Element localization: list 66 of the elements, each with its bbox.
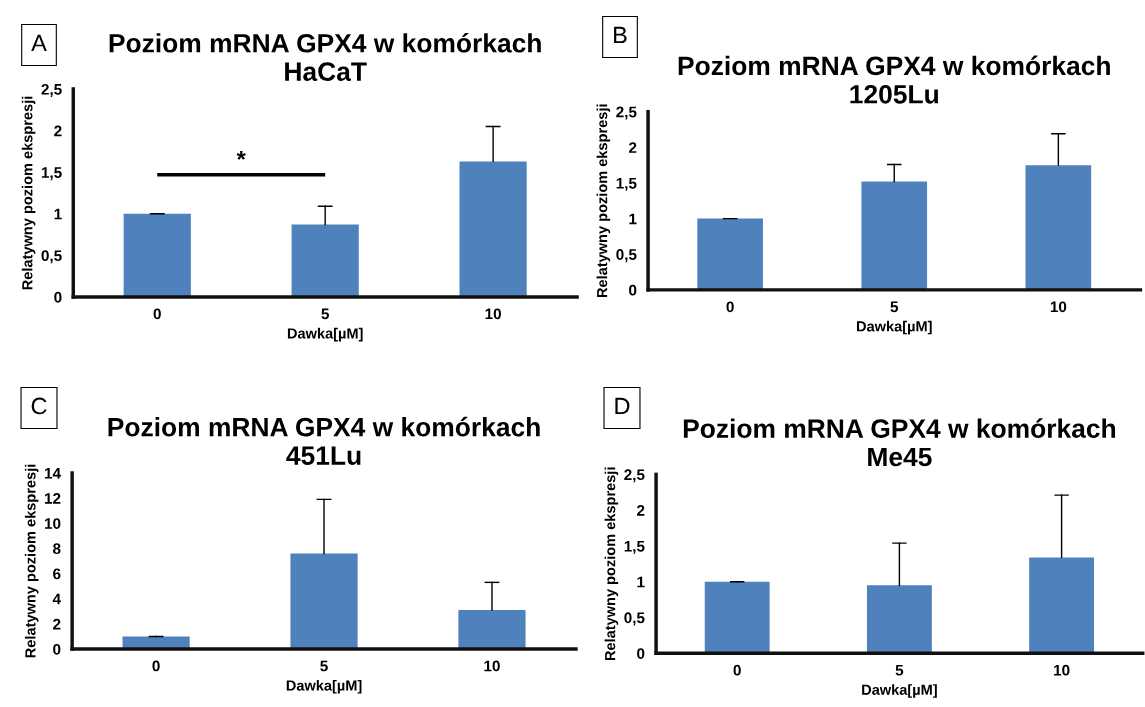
y-tick-label: 2: [628, 142, 637, 153]
x-tick-label: 0: [152, 660, 160, 672]
y-tick-label: 2,5: [41, 83, 62, 97]
y-tick-label: 0,5: [624, 612, 645, 626]
annotation: *: [236, 151, 246, 160]
x-tick-label: 10: [485, 308, 501, 320]
x-tick-label: 10: [1050, 301, 1067, 313]
x-tick-label: 5: [895, 664, 904, 676]
y-tick-label: 1,5: [624, 540, 645, 554]
y-tick-label: 12: [44, 493, 61, 504]
x-axis-title: Dawka[µM]: [286, 679, 362, 694]
bar: [291, 224, 359, 297]
y-tick-label: 2: [53, 618, 61, 630]
y-tick-label: 2,5: [624, 469, 645, 483]
chart-title: Poziom mRNA GPX4 w komórkach 451Lu: [108, 416, 540, 465]
bar: [866, 585, 932, 654]
x-tick-label: 5: [320, 660, 328, 672]
y-tick-label: 2: [54, 125, 62, 137]
y-axis-title: Relatywny poziom ekspresji: [21, 96, 36, 290]
bar: [704, 581, 770, 654]
y-tick-label: 2,5: [616, 106, 637, 120]
text: C: [31, 397, 47, 415]
bar: [458, 610, 526, 650]
y-tick-label: 10: [44, 518, 61, 529]
y-axis-title: Relatywny poziom ekspresji: [604, 467, 619, 661]
bar: [697, 218, 763, 290]
y-tick-label: 0: [629, 284, 637, 296]
x-tick-label: 0: [726, 301, 734, 313]
bar: [1025, 165, 1092, 290]
chart-title: Poziom mRNA GPX4 w komórkach HaCaT: [109, 32, 541, 82]
y-tick-label: 0,5: [41, 250, 62, 264]
bar: [1029, 557, 1095, 654]
y-tick-label: 0,5: [616, 249, 637, 263]
y-tick-label: 0: [637, 648, 645, 659]
chart-title: Poziom mRNA GPX4 w komórkach 1205Lu: [678, 55, 1110, 104]
y-tick-label: 1,5: [616, 178, 637, 191]
x-tick-label: 0: [153, 308, 161, 320]
chart-title: Poziom mRNA GPX4 w komórkach Me45: [683, 418, 1116, 467]
bar: [459, 161, 527, 297]
text: A: [31, 34, 47, 52]
y-tick-label: 0: [54, 291, 62, 303]
x-tick-label: 0: [733, 664, 741, 676]
x-tick-label: 5: [321, 308, 329, 320]
y-tick-label: 1: [629, 213, 637, 225]
y-tick-label: 6: [53, 568, 61, 580]
y-tick-label: 1,5: [41, 167, 62, 181]
y-tick-label: 1: [54, 208, 62, 220]
x-tick-label: 10: [1054, 664, 1070, 676]
x-axis-title: Dawka[µM]: [856, 320, 932, 335]
x-axis-title: Dawka[µM]: [862, 684, 937, 698]
y-tick-label: 0: [53, 643, 61, 655]
text: D: [615, 397, 630, 415]
y-tick-label: 1: [637, 576, 645, 588]
y-tick-label: 14: [44, 468, 61, 479]
bar: [861, 181, 928, 290]
y-axis-title: Relatywny poziom ekspresji: [24, 464, 39, 658]
text: B: [614, 26, 627, 44]
bar: [290, 553, 358, 650]
y-tick-label: 2: [637, 505, 645, 516]
x-tick-label: 5: [890, 301, 899, 313]
bar: [123, 213, 191, 297]
x-axis-title: Dawka[µM]: [287, 327, 363, 342]
y-tick-label: 4: [52, 593, 61, 605]
x-tick-label: 10: [484, 660, 500, 672]
y-axis-title: Relatywny poziom ekspresji: [596, 104, 611, 298]
y-tick-label: 8: [53, 543, 61, 555]
